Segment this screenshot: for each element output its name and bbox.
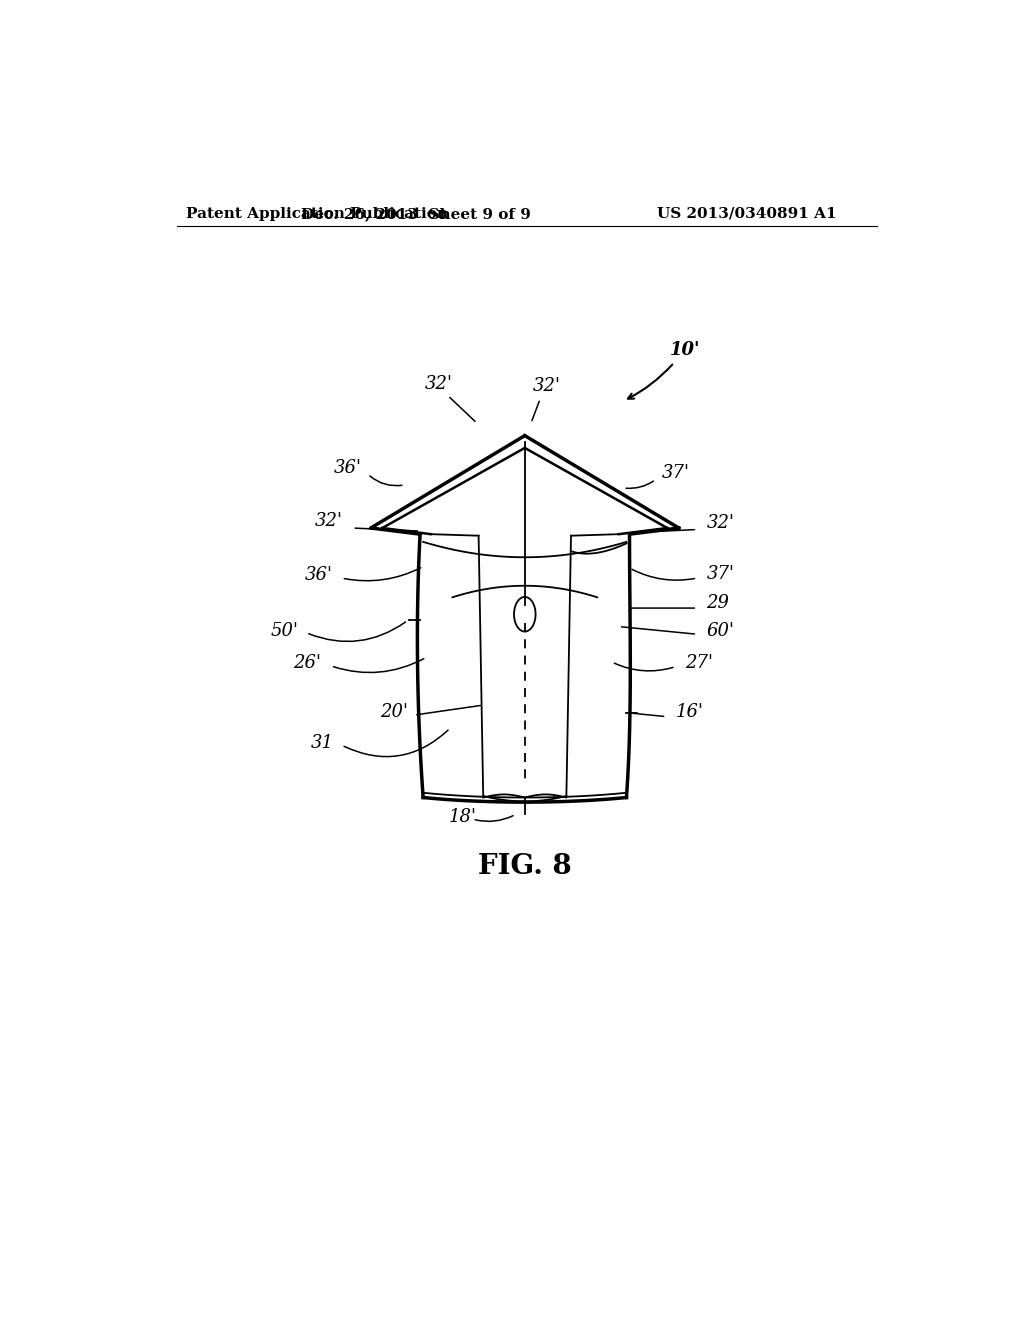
Text: FIG. 8: FIG. 8 <box>478 853 571 880</box>
Text: 16': 16' <box>676 704 703 722</box>
Text: 36': 36' <box>304 566 333 585</box>
Text: 32': 32' <box>315 512 343 531</box>
Text: 50': 50' <box>270 622 298 640</box>
Text: US 2013/0340891 A1: US 2013/0340891 A1 <box>656 207 837 220</box>
Text: 32': 32' <box>532 378 560 395</box>
Text: 20': 20' <box>380 704 408 722</box>
Text: 26': 26' <box>294 655 322 672</box>
Text: 37': 37' <box>707 565 734 583</box>
Text: Dec. 26, 2013  Sheet 9 of 9: Dec. 26, 2013 Sheet 9 of 9 <box>300 207 530 220</box>
Text: 10': 10' <box>670 341 700 359</box>
Text: 27': 27' <box>685 655 713 672</box>
Text: 32': 32' <box>425 375 453 393</box>
Text: 29: 29 <box>707 594 729 612</box>
Text: 60': 60' <box>707 622 734 640</box>
Text: Patent Application Publication: Patent Application Publication <box>186 207 449 220</box>
Text: 18': 18' <box>450 808 477 826</box>
Text: 36': 36' <box>334 458 361 477</box>
Text: 31: 31 <box>311 734 334 752</box>
Text: 37': 37' <box>662 463 690 482</box>
Text: 32': 32' <box>707 513 734 532</box>
